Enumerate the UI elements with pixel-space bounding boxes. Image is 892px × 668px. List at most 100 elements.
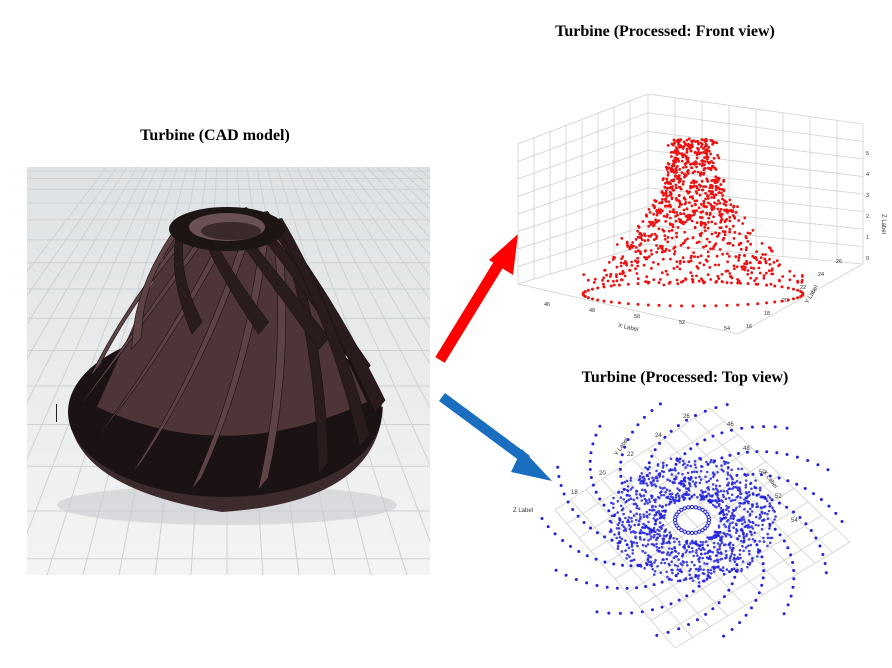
front-point	[762, 274, 766, 277]
top-point	[695, 442, 699, 446]
turbine-blade	[131, 226, 184, 351]
front-point	[674, 219, 678, 223]
top-point	[702, 579, 706, 583]
top-point	[677, 552, 680, 555]
front-point	[643, 255, 646, 259]
front-point	[609, 284, 613, 288]
front-point	[713, 201, 716, 205]
top-point	[795, 482, 799, 486]
front-point	[674, 183, 678, 187]
top-point	[677, 627, 681, 631]
front-point	[726, 209, 729, 212]
front-point	[713, 243, 717, 247]
front-point	[603, 268, 607, 272]
top-point	[669, 602, 673, 606]
top-point	[695, 551, 698, 554]
top-point	[624, 549, 627, 552]
top-point	[566, 500, 570, 504]
front-point	[643, 249, 647, 253]
front-point	[678, 220, 682, 224]
top-point	[690, 470, 694, 474]
front-point	[717, 176, 721, 180]
front-point	[664, 189, 668, 193]
top-point	[806, 459, 810, 462]
top-point	[637, 564, 641, 567]
top-point	[658, 472, 662, 475]
front-point	[713, 263, 717, 267]
front-x-tick: 54	[724, 326, 730, 332]
front-point	[726, 260, 729, 264]
top-point	[685, 560, 688, 564]
top-point	[753, 486, 757, 490]
front-point	[650, 252, 654, 256]
top-point	[782, 539, 786, 543]
front-point	[700, 164, 704, 168]
top-point	[574, 578, 578, 581]
top-point	[730, 428, 733, 432]
front-point	[755, 277, 758, 280]
front-point	[751, 228, 755, 232]
front-point	[676, 282, 680, 286]
top-point	[688, 569, 691, 573]
front-point	[652, 223, 656, 227]
front-point	[700, 231, 703, 235]
top-point	[699, 469, 703, 473]
top-point	[637, 507, 641, 510]
front-point	[707, 149, 711, 153]
top-point	[629, 525, 633, 529]
top-point	[635, 504, 639, 507]
top-point	[726, 471, 729, 474]
front-point	[684, 154, 688, 158]
front-point	[725, 225, 728, 229]
top-point	[821, 553, 825, 556]
top-point	[731, 487, 734, 491]
top-point	[676, 564, 679, 568]
top-point	[785, 453, 789, 456]
top-point	[603, 560, 607, 564]
top-point	[706, 544, 710, 547]
top-point	[718, 530, 722, 534]
front-point	[670, 196, 674, 199]
top-point	[716, 560, 720, 564]
front-point	[737, 256, 741, 260]
top-point	[602, 503, 606, 507]
front-point	[602, 285, 606, 289]
front-point	[799, 295, 803, 298]
front-point	[695, 241, 699, 245]
front-point	[722, 208, 726, 212]
top-point	[768, 474, 772, 478]
top-point	[690, 576, 694, 580]
front-point	[695, 199, 699, 203]
top-point	[789, 553, 793, 557]
top-point	[738, 621, 742, 625]
front-point	[683, 198, 687, 201]
top-point	[612, 502, 615, 505]
front-point	[712, 141, 716, 144]
top-point	[618, 467, 622, 471]
front-point	[672, 150, 675, 154]
top-point	[761, 523, 764, 527]
front-z-tick: 5	[866, 151, 869, 157]
top-point	[707, 571, 710, 574]
top-point	[740, 569, 743, 573]
top-point	[655, 542, 658, 546]
axis-pane-edge	[517, 93, 649, 145]
top-point	[644, 500, 648, 503]
top-point	[652, 508, 656, 512]
front-point	[639, 236, 643, 240]
top-point	[559, 484, 563, 487]
top-point	[713, 499, 717, 502]
top-hub-point	[697, 506, 702, 511]
front-point	[737, 219, 741, 222]
front-point	[710, 160, 713, 163]
top-point	[629, 510, 632, 513]
front-point	[703, 163, 706, 167]
top-point	[767, 509, 771, 513]
top-point	[701, 543, 704, 547]
front-point	[596, 298, 600, 302]
top-point	[668, 535, 672, 539]
top-point	[666, 575, 669, 579]
top-point	[705, 578, 709, 581]
front-point	[669, 257, 672, 261]
front-point	[620, 237, 624, 240]
